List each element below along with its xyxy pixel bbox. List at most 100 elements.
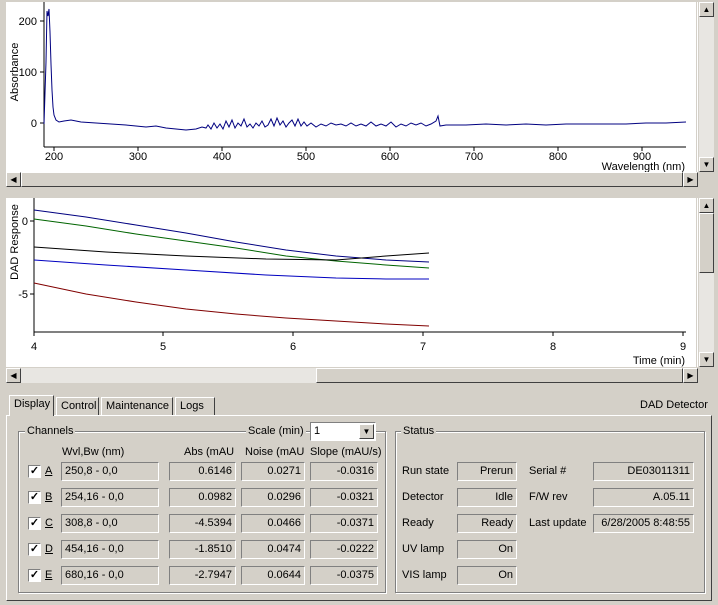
time-xtick: 6	[290, 341, 296, 353]
channel-d-trace	[33, 246, 430, 261]
channel-d-wvl[interactable]: 454,16 - 0,0	[61, 540, 159, 559]
scroll-right-icon[interactable]: ▶	[683, 172, 698, 187]
channel-c-checkbox[interactable]: ✓	[28, 517, 41, 530]
channel-e-wvl[interactable]: 680,16 - 0,0	[61, 566, 159, 585]
spectrum-ylabel: Absorbance	[9, 43, 21, 102]
scroll-down-icon[interactable]: ▼	[699, 157, 714, 172]
spectrum-xtick: 300	[129, 151, 147, 163]
spectrum-ytick: 100	[19, 67, 37, 79]
scroll-thumb[interactable]	[316, 368, 683, 383]
channel-e-abs: -2.7947	[169, 566, 236, 585]
channel-c-noise: 0.0466	[241, 514, 305, 533]
time-ytick: 0	[22, 216, 28, 228]
scroll-left-icon[interactable]: ◀	[6, 368, 21, 383]
scale-label: Scale (min)	[246, 425, 306, 437]
header-abs: Abs (mAU	[184, 446, 235, 458]
channel-e-trace	[33, 282, 430, 327]
time-xtick: 5	[160, 341, 166, 353]
scroll-down-icon[interactable]: ▼	[699, 352, 714, 367]
channel-a-trace	[33, 209, 430, 263]
last-update-value: 6/28/2005 8:48:55	[593, 514, 694, 533]
channel-e-letter: E	[45, 569, 53, 581]
channel-b-checkbox[interactable]: ✓	[28, 491, 41, 504]
header-slope: Slope (mAU/s)	[310, 446, 382, 458]
scroll-left-icon[interactable]: ◀	[6, 172, 21, 187]
chevron-down-icon[interactable]: ▼	[359, 424, 374, 439]
spectrum-xtick: 800	[549, 151, 567, 163]
spectrum-xtick: 600	[381, 151, 399, 163]
header-noise: Noise (mAU	[245, 446, 305, 458]
status-group-title: Status	[401, 425, 437, 437]
fw-rev-value: A.05.11	[593, 488, 694, 507]
channel-e-slope: -0.0375	[310, 566, 378, 585]
tab-control[interactable]: Control	[56, 397, 99, 415]
scroll-thumb[interactable]	[699, 213, 714, 273]
vis-lamp-value: On	[457, 566, 517, 585]
channel-a-wvl[interactable]: 250,8 - 0,0	[61, 462, 159, 481]
tab-panel	[6, 415, 712, 601]
spectrum-xtick: 700	[465, 151, 483, 163]
time-vertical-scrollbar[interactable]: ▲ ▼	[697, 198, 715, 367]
spectrum-xtick: 500	[297, 151, 315, 163]
time-plot: DAD Response 0 -5 4 5 6 7 8 9 Time (min)	[6, 198, 696, 367]
time-xtick: 4	[31, 341, 37, 353]
last-update-label: Last update	[529, 517, 587, 529]
channel-c-wvl[interactable]: 308,8 - 0,0	[61, 514, 159, 533]
channel-c-slope: -0.0371	[310, 514, 378, 533]
channel-c-trace	[33, 259, 429, 280]
fw-rev-label: F/W rev	[529, 491, 568, 503]
channel-d-noise: 0.0474	[241, 540, 305, 559]
spectrum-ytick: 0	[31, 118, 37, 130]
scroll-up-icon[interactable]: ▲	[699, 2, 714, 17]
channel-a-letter: A	[45, 465, 53, 477]
vis-lamp-label: VIS lamp	[402, 569, 447, 581]
time-xtick: 9	[680, 341, 686, 353]
time-ytick: -5	[18, 289, 28, 301]
channel-d-slope: -0.0222	[310, 540, 378, 559]
channel-c-abs: -4.5394	[169, 514, 236, 533]
channel-a-abs: 0.6146	[169, 462, 236, 481]
scroll-right-icon[interactable]: ▶	[683, 368, 698, 383]
channel-d-abs: -1.8510	[169, 540, 236, 559]
channel-b-noise: 0.0296	[241, 488, 305, 507]
tab-logs[interactable]: Logs	[175, 397, 215, 415]
detector-value: Idle	[457, 488, 517, 507]
channel-b-trace	[33, 218, 430, 269]
detector-label: Detector	[402, 491, 444, 503]
time-xtick: 7	[420, 341, 426, 353]
channel-d-letter: D	[45, 543, 53, 555]
serial-value: DE03011311	[593, 462, 694, 481]
spectrum-xlabel: Wavelength (nm)	[602, 161, 685, 172]
spectrum-xtick: 900	[633, 151, 651, 163]
time-horizontal-scrollbar[interactable]: ◀ ▶	[6, 368, 698, 384]
channel-b-letter: B	[45, 491, 53, 503]
scroll-up-icon[interactable]: ▲	[699, 198, 714, 213]
channel-a-checkbox[interactable]: ✓	[28, 465, 41, 478]
run-state-value: Prerun	[457, 462, 517, 481]
status-group	[395, 431, 705, 593]
channel-b-wvl[interactable]: 254,16 - 0,0	[61, 488, 159, 507]
spectrum-horizontal-scrollbar[interactable]: ◀ ▶	[6, 172, 698, 188]
ready-value: Ready	[457, 514, 517, 533]
spectrum-svg: Absorbance 200 100 0 200 300 400 500 600…	[9, 2, 687, 173]
spectrum-vertical-scrollbar[interactable]: ▲ ▼	[697, 2, 715, 172]
tab-display[interactable]: Display	[9, 395, 54, 416]
scale-select[interactable]: 1 ▼	[310, 422, 376, 441]
module-title: DAD Detector	[640, 399, 708, 411]
spectrum-plot: Absorbance 200 100 0 200 300 400 500 600…	[6, 2, 696, 173]
channel-a-slope: -0.0316	[310, 462, 378, 481]
ready-label: Ready	[402, 517, 434, 529]
channels-group	[18, 431, 386, 593]
uv-lamp-value: On	[457, 540, 517, 559]
time-xlabel: Time (min)	[633, 355, 685, 367]
channel-d-checkbox[interactable]: ✓	[28, 543, 41, 556]
spectrum-ytick: 200	[19, 16, 37, 28]
scroll-thumb[interactable]	[21, 172, 683, 187]
tab-maintenance[interactable]: Maintenance	[101, 397, 173, 415]
serial-label: Serial #	[529, 465, 567, 477]
channel-e-checkbox[interactable]: ✓	[28, 569, 41, 582]
time-ylabel: DAD Response	[9, 204, 21, 280]
header-wvl: Wvl,Bw (nm)	[62, 446, 125, 458]
channel-c-letter: C	[45, 517, 53, 529]
channel-e-noise: 0.0644	[241, 566, 305, 585]
